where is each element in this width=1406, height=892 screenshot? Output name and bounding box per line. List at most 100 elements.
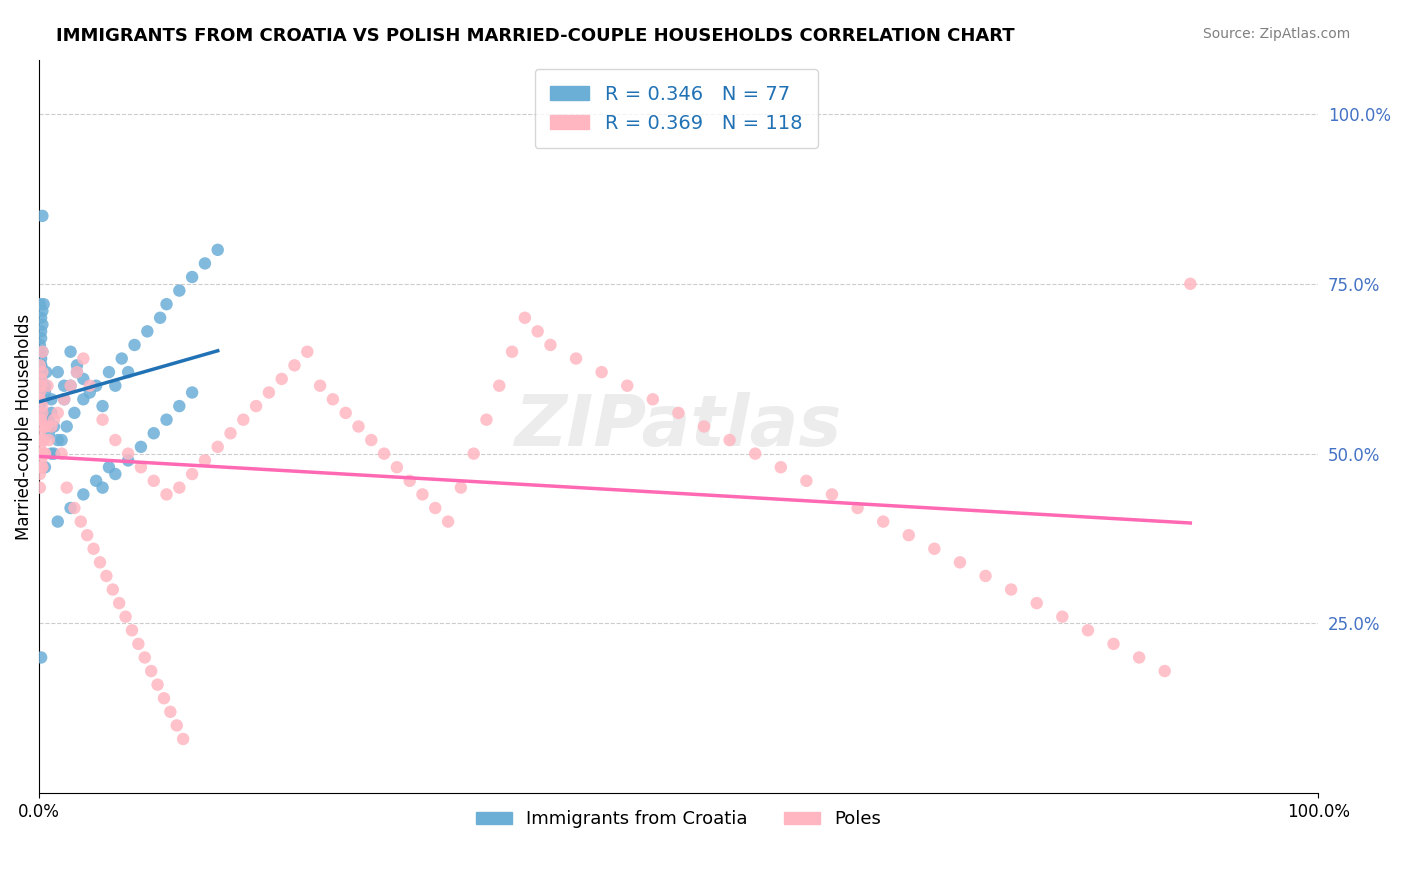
Point [1025,596,1047,610]
Point [28,412,51,426]
Point [270,372,292,386]
Point [28,447,51,461]
Point [30,650,52,665]
Point [121,624,143,638]
Y-axis label: Married-couple Households: Married-couple Households [15,313,32,540]
Point [117,365,139,379]
Point [1000,582,1022,597]
Point [42,419,65,434]
Point [104,378,127,392]
Point [232,412,254,426]
Point [34,412,56,426]
Point [69,515,91,529]
Point [155,487,177,501]
Point [141,664,163,678]
Point [28,412,51,426]
Point [744,447,766,461]
Point [169,284,191,298]
Point [169,481,191,495]
Point [42,447,65,461]
Point [111,351,134,366]
Point [360,433,382,447]
Point [501,344,523,359]
Point [166,718,188,732]
Point [89,555,111,569]
Point [641,392,664,407]
Point [207,440,229,454]
Point [34,447,56,461]
Point [591,365,613,379]
Point [335,406,357,420]
Point [373,447,395,461]
Point [463,447,485,461]
Point [1052,609,1074,624]
Point [1077,624,1099,638]
Point [974,569,997,583]
Point [41,419,63,434]
Point [425,501,447,516]
Point [219,426,242,441]
Point [136,324,159,338]
Point [153,691,176,706]
Point [538,338,561,352]
Point [124,338,146,352]
Point [28,297,51,311]
Point [79,385,101,400]
Point [1153,664,1175,678]
Point [30,324,52,338]
Point [96,569,118,583]
Point [194,256,217,270]
Point [46,365,69,379]
Point [66,365,89,379]
Point [83,541,105,556]
Point [437,515,460,529]
Point [84,378,107,392]
Point [28,467,51,481]
Point [31,344,53,359]
Point [1102,637,1125,651]
Point [31,209,53,223]
Point [769,460,792,475]
Point [129,440,152,454]
Point [169,399,191,413]
Point [114,609,136,624]
Point [30,433,52,447]
Point [30,460,52,475]
Point [30,359,52,373]
Point [55,481,77,495]
Point [117,447,139,461]
Point [46,406,69,420]
Point [41,447,63,461]
Point [616,378,638,392]
Point [194,453,217,467]
Point [31,344,53,359]
Point [91,412,114,426]
Point [66,365,89,379]
Point [718,433,741,447]
Point [28,481,51,495]
Point [142,474,165,488]
Point [97,365,120,379]
Point [347,419,370,434]
Point [30,351,52,366]
Point [149,310,172,325]
Point [46,433,69,447]
Point [59,378,82,392]
Point [51,433,73,447]
Point [30,331,52,345]
Point [565,351,588,366]
Point [104,433,127,447]
Point [35,419,58,434]
Point [693,419,716,434]
Point [31,399,53,413]
Point [76,528,98,542]
Point [32,297,55,311]
Point [91,481,114,495]
Point [207,243,229,257]
Point [30,447,52,461]
Point [127,637,149,651]
Point [155,297,177,311]
Point [72,351,94,366]
Point [283,359,305,373]
Point [28,399,51,413]
